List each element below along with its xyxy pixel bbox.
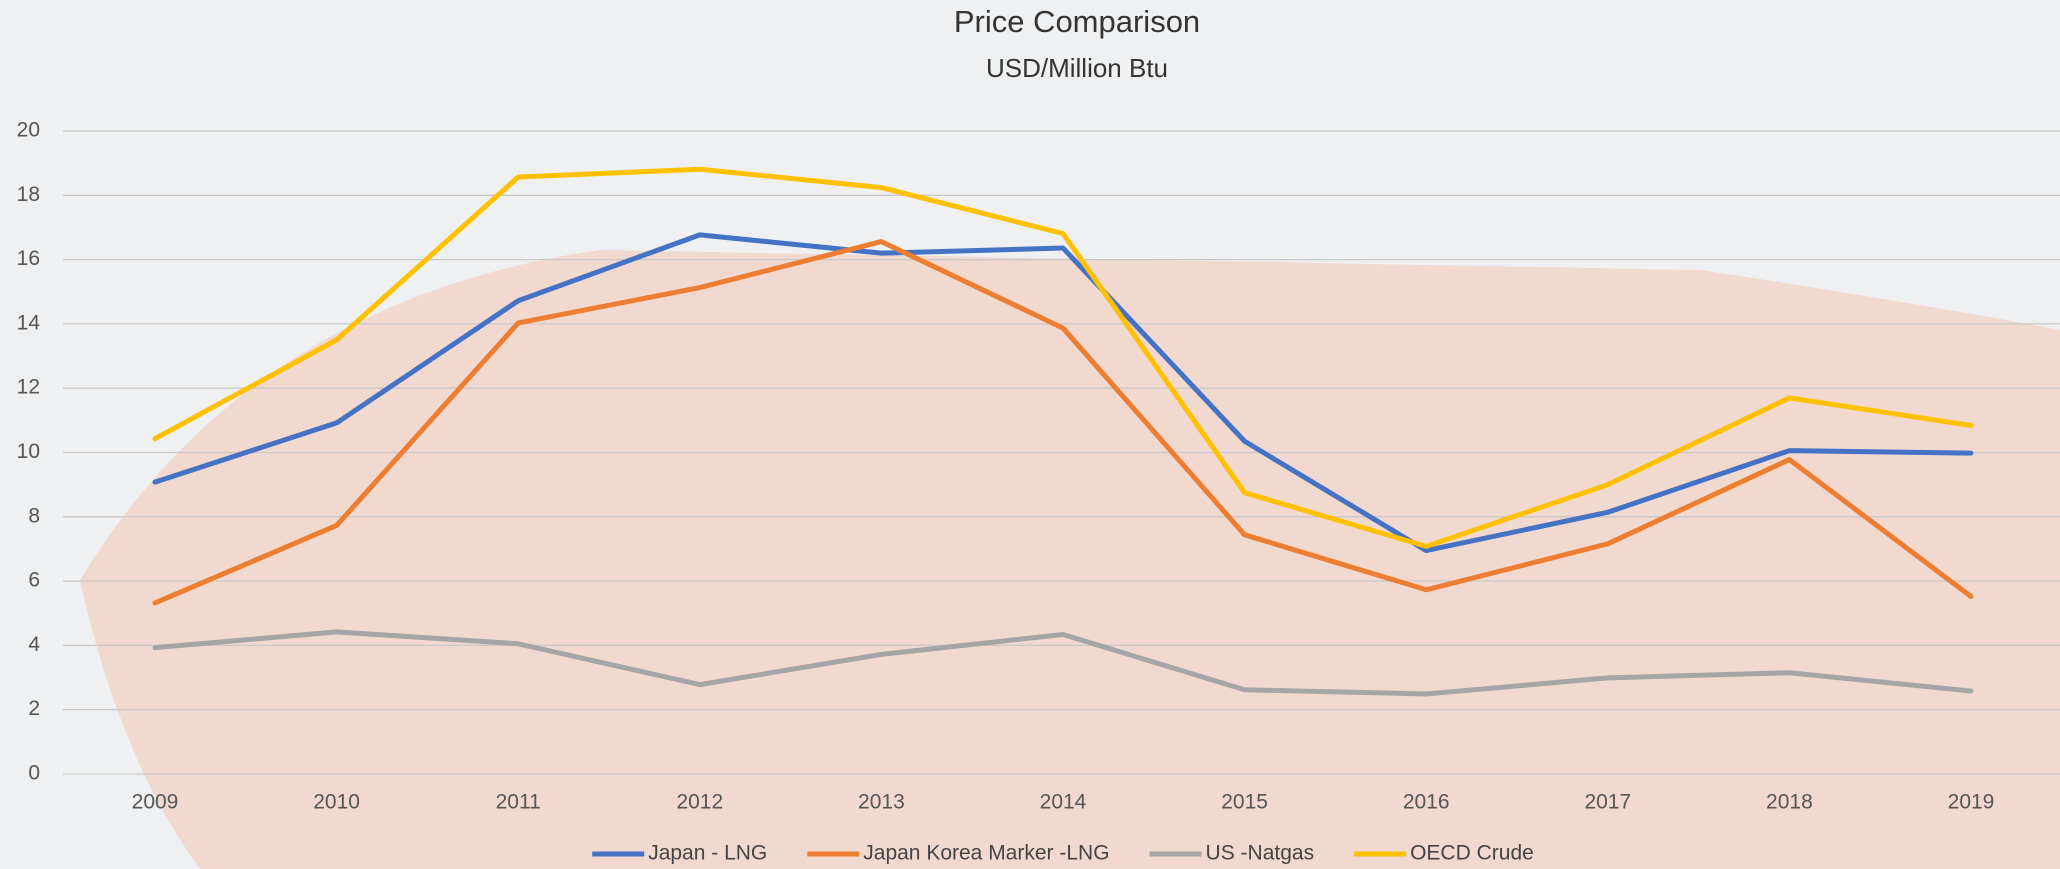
y-tick-label: 6 [28,569,40,592]
chart-title: Price Comparison [954,4,1200,39]
y-tick-label: 2 [28,697,40,720]
x-tick-label: 2013 [858,791,905,814]
chart: Price Comparison USD/Million Btu 0 2 4 6 8 10… [0,0,2060,869]
y-tick-label: 14 [17,311,41,334]
x-tick-label: 2019 [1948,791,1995,814]
y-tick-label: 4 [28,633,40,656]
legend-label: Japan Korea Marker -LNG [863,842,1109,865]
legend-label: Japan - LNG [648,842,767,865]
x-tick-label: 2011 [496,791,541,814]
y-tick-label: 10 [17,440,40,463]
x-tick-label: 2016 [1403,791,1450,814]
x-tick-label: 2010 [313,791,360,814]
y-tick-label: 8 [28,504,40,527]
x-tick-label: 2017 [1584,791,1631,814]
x-tick-label: 2015 [1221,791,1268,814]
y-tick-label: 12 [17,376,40,399]
x-tick-label: 2018 [1766,791,1813,814]
y-tick-label: 0 [28,762,40,785]
page: {"chart_data": { "type": "line", "title"… [0,0,2060,869]
legend-label: OECD Crude [1410,842,1534,865]
x-tick-label: 2014 [1040,791,1087,814]
chart-subtitle: USD/Million Btu [986,53,1168,83]
x-tick-label: 2012 [676,791,723,814]
y-tick-label: 18 [17,183,40,206]
y-tick-label: 16 [17,247,40,270]
legend-label: US -Natgas [1206,842,1315,865]
x-tick-label: 2009 [132,791,179,814]
background-ship [80,250,2060,869]
y-tick-label: 20 [17,119,40,142]
